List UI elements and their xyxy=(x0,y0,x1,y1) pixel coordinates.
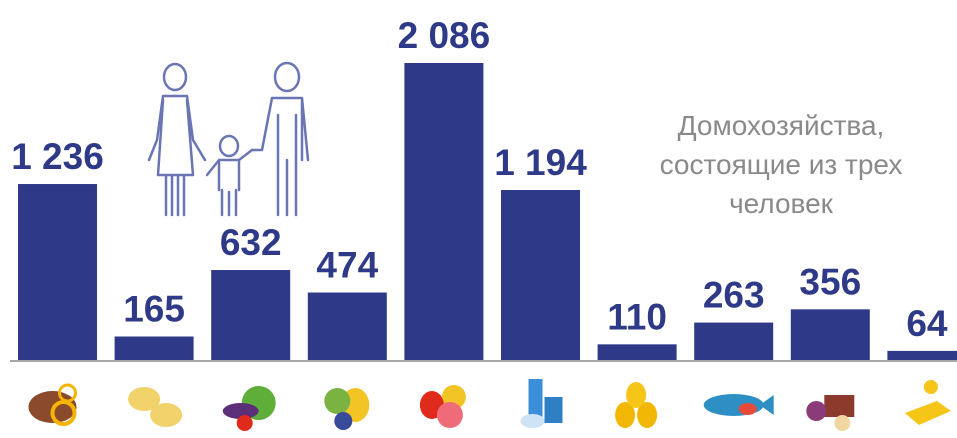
chart-caption: Домохозяйства, состоящие из трех человек xyxy=(622,106,940,223)
bar-value-label-3: 632 xyxy=(220,222,282,263)
bar-value-label-8: 263 xyxy=(703,275,765,316)
bar-4 xyxy=(307,292,387,360)
bar-value-label-2: 165 xyxy=(123,289,185,330)
caption-line-3: человек xyxy=(729,188,833,219)
fish-icon xyxy=(703,394,774,416)
sweets-icon xyxy=(806,395,855,431)
bar-value-label-4: 474 xyxy=(316,245,378,286)
eggs-icon xyxy=(615,382,658,428)
meat-icon xyxy=(419,385,466,428)
butter-icon xyxy=(904,380,951,425)
vegetables-icon xyxy=(222,386,276,431)
bar-3 xyxy=(211,270,291,360)
bars-group xyxy=(18,63,957,360)
potato-icon xyxy=(128,387,183,427)
bar-value-label-10: 64 xyxy=(906,303,948,344)
value-labels-group: 1 236 165 632 474 2 086 1 194 110 263 356 64 xyxy=(11,15,948,344)
bar-value-label-7: 110 xyxy=(607,296,667,337)
category-icons-group xyxy=(28,379,951,431)
bar-8 xyxy=(694,322,774,360)
bar-9 xyxy=(790,309,870,360)
bar-value-label-5: 2 086 xyxy=(398,15,491,56)
milk-icon xyxy=(520,379,563,428)
bar-10 xyxy=(887,350,957,360)
caption-line-1: Домохозяйства, xyxy=(677,110,885,141)
family-icon xyxy=(147,61,310,217)
bar-6 xyxy=(501,190,580,360)
bar-value-label-1: 1 236 xyxy=(11,136,104,177)
bar-value-label-6: 1 194 xyxy=(494,142,587,183)
bar-1 xyxy=(18,184,97,360)
bar-5 xyxy=(404,63,484,360)
caption-line-2: состоящие из трех xyxy=(659,149,903,180)
bread-icon xyxy=(28,383,77,426)
bar-2 xyxy=(114,336,194,360)
bar-value-label-9: 356 xyxy=(799,261,861,302)
bar-7 xyxy=(597,344,677,360)
fruit-icon xyxy=(324,388,370,430)
